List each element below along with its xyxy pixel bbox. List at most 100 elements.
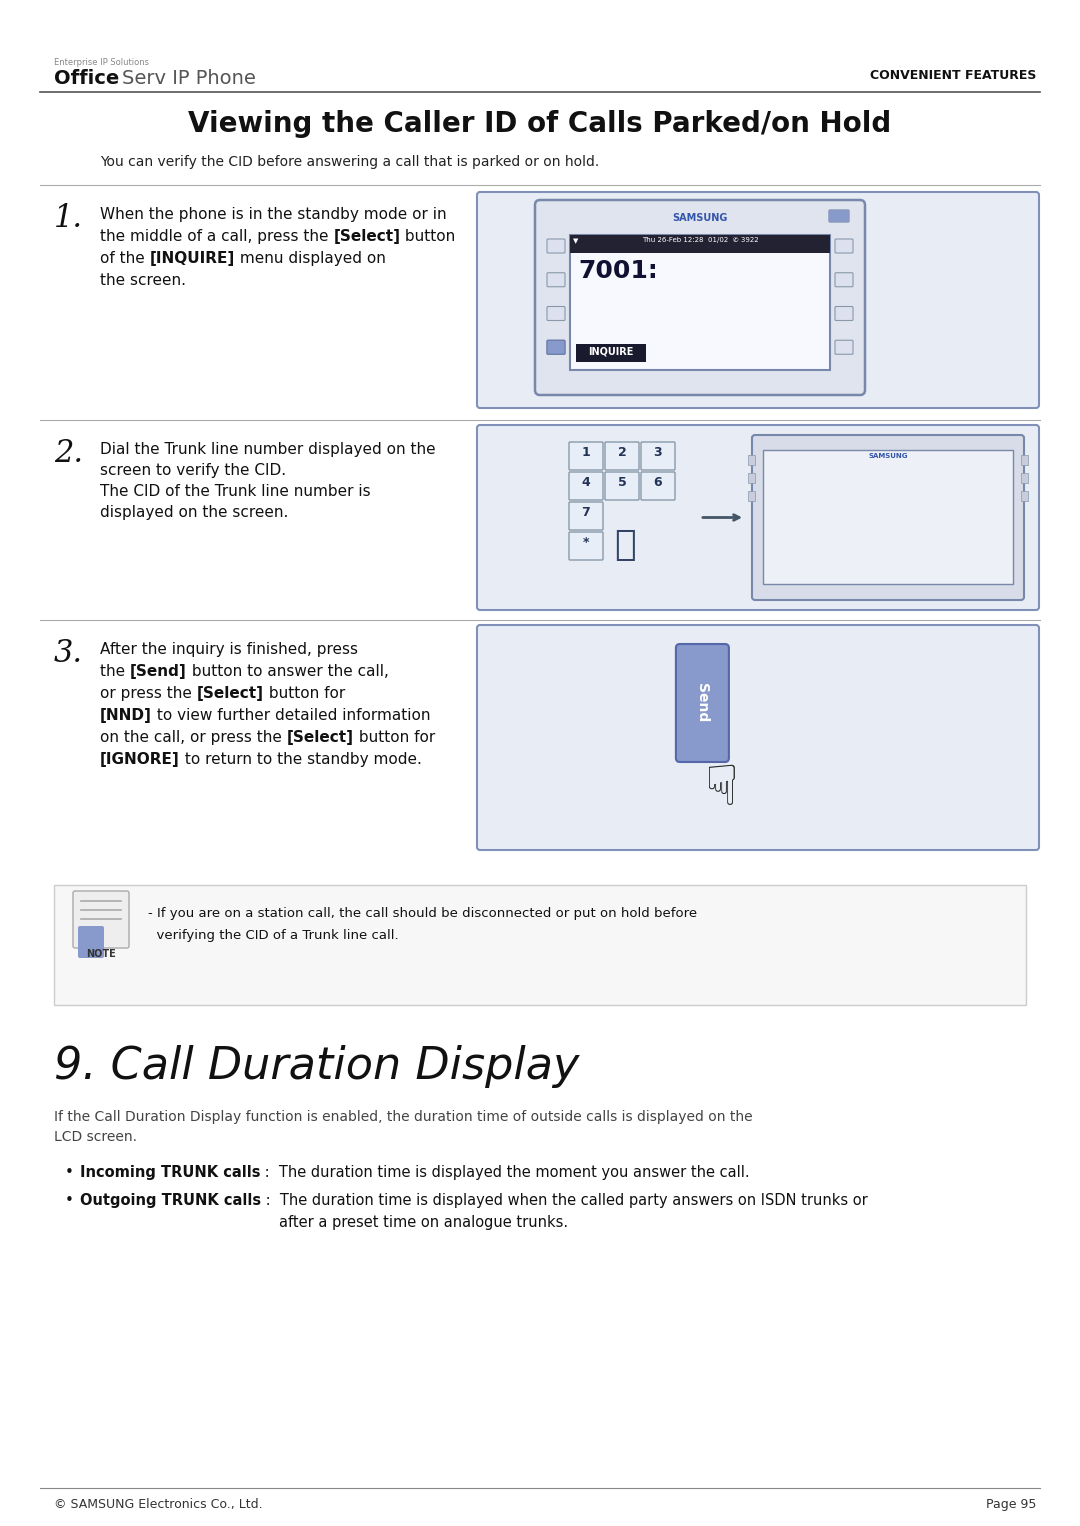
Text: the screen.: the screen. [100,273,186,288]
Text: after a preset time on analogue trunks.: after a preset time on analogue trunks. [279,1215,568,1230]
Text: ▼: ▼ [573,238,579,244]
Bar [576,343,646,362]
Bar [748,473,755,484]
Text: © SAMSUNG Electronics Co., Ltd.: © SAMSUNG Electronics Co., Ltd. [54,1499,262,1511]
Text: displayed on the screen.: displayed on the screen. [100,505,288,520]
Text: [NND]: [NND] [100,708,152,723]
Text: ✋: ✋ [615,528,636,562]
FancyBboxPatch shape [546,273,565,287]
Text: The CID of the Trunk line number is: The CID of the Trunk line number is [100,484,370,499]
FancyBboxPatch shape [546,340,565,354]
FancyBboxPatch shape [835,307,853,320]
Text: ☞: ☞ [686,763,740,813]
FancyBboxPatch shape [642,443,675,470]
Text: 7: 7 [582,507,591,519]
Text: menu displayed on: menu displayed on [234,250,386,266]
Text: [Select]: [Select] [334,229,401,244]
Text: on the call, or press the: on the call, or press the [100,729,287,745]
FancyBboxPatch shape [829,211,849,221]
Text: 1: 1 [582,446,591,459]
Text: •: • [65,1164,73,1180]
Text: 5: 5 [618,476,626,488]
Text: INQUIRE: INQUIRE [589,346,634,356]
Bar [1021,455,1028,465]
Text: verifying the CID of a Trunk line call.: verifying the CID of a Trunk line call. [148,929,399,942]
Text: NOTE: NOTE [86,949,116,958]
Text: [Send]: [Send] [130,664,187,679]
Text: When the phone is in the standby mode or in: When the phone is in the standby mode or… [100,208,447,221]
Bar [570,235,831,253]
FancyBboxPatch shape [477,626,1039,850]
Text: 9. Call Duration Display: 9. Call Duration Display [54,1045,579,1088]
Text: screen to verify the CID.: screen to verify the CID. [100,462,286,478]
Text: the: the [100,664,130,679]
Text: •: • [65,1193,73,1209]
FancyBboxPatch shape [73,891,129,948]
FancyBboxPatch shape [835,240,853,253]
Text: Enterprise IP Solutions: Enterprise IP Solutions [54,58,149,67]
Bar [1021,473,1028,484]
Text: the middle of a call, press the: the middle of a call, press the [100,229,334,244]
Text: SAMSUNG: SAMSUNG [868,453,908,459]
FancyBboxPatch shape [569,533,603,560]
FancyBboxPatch shape [835,340,853,354]
Text: 4: 4 [582,476,591,488]
Text: Send: Send [696,684,710,723]
Text: LCD screen.: LCD screen. [54,1129,137,1144]
FancyBboxPatch shape [569,443,603,470]
FancyBboxPatch shape [546,307,565,320]
Bar [748,491,755,501]
Text: Dial the Trunk line number displayed on the: Dial the Trunk line number displayed on … [100,443,435,456]
FancyBboxPatch shape [78,926,104,958]
Text: After the inquiry is finished, press: After the inquiry is finished, press [100,642,357,658]
Text: 2.: 2. [54,438,83,468]
FancyBboxPatch shape [605,472,639,501]
Text: of the: of the [100,250,150,266]
Text: Office: Office [54,69,119,89]
Text: CONVENIENT FEATURES: CONVENIENT FEATURES [869,69,1036,82]
FancyBboxPatch shape [569,472,603,501]
Text: :  The duration time is displayed when the called party answers on ISDN trunks o: : The duration time is displayed when th… [261,1193,868,1209]
FancyBboxPatch shape [642,472,675,501]
Text: *: * [583,536,590,549]
Text: button for: button for [354,729,435,745]
FancyBboxPatch shape [477,192,1039,407]
FancyBboxPatch shape [546,240,565,253]
Text: Outgoing TRUNK calls: Outgoing TRUNK calls [80,1193,261,1209]
Text: button to answer the call,: button to answer the call, [187,664,389,679]
Text: Viewing the Caller ID of Calls Parked/on Hold: Viewing the Caller ID of Calls Parked/on… [188,110,892,137]
Text: If the Call Duration Display function is enabled, the duration time of outside c: If the Call Duration Display function is… [54,1109,753,1125]
FancyBboxPatch shape [546,340,565,354]
FancyBboxPatch shape [569,502,603,530]
Text: - If you are on a station call, the call should be disconnected or put on hold b: - If you are on a station call, the call… [148,906,697,920]
Text: [INQUIRE]: [INQUIRE] [150,250,234,266]
Text: Serv IP Phone: Serv IP Phone [122,69,256,89]
FancyBboxPatch shape [54,885,1026,1006]
Text: [IGNORE]: [IGNORE] [100,752,179,768]
Bar [1021,491,1028,501]
Text: 7001:: 7001: [578,259,658,282]
Text: SAMSUNG: SAMSUNG [673,214,728,223]
Text: Page 95: Page 95 [986,1499,1036,1511]
Text: 3: 3 [653,446,662,459]
FancyBboxPatch shape [535,200,865,395]
FancyBboxPatch shape [477,426,1039,610]
FancyBboxPatch shape [605,443,639,470]
Text: [Select]: [Select] [197,687,264,700]
Text: to view further detailed information: to view further detailed information [152,708,430,723]
Text: [Select]: [Select] [287,729,354,745]
Text: 1.: 1. [54,203,83,233]
Text: Thu 26-Feb 12:28  01/02  ✆ 3922: Thu 26-Feb 12:28 01/02 ✆ 3922 [642,237,758,243]
Bar [748,455,755,465]
FancyBboxPatch shape [676,644,729,761]
Text: button for: button for [264,687,345,700]
Text: or press the: or press the [100,687,197,700]
Text: button: button [401,229,456,244]
Text: 2: 2 [618,446,626,459]
Text: to return to the standby mode.: to return to the standby mode. [179,752,421,768]
Text: 3.: 3. [54,638,83,668]
Text: :  The duration time is displayed the moment you answer the call.: : The duration time is displayed the mom… [260,1164,751,1180]
Text: 6: 6 [653,476,662,488]
Bar [570,235,831,369]
Bar [762,450,1013,584]
